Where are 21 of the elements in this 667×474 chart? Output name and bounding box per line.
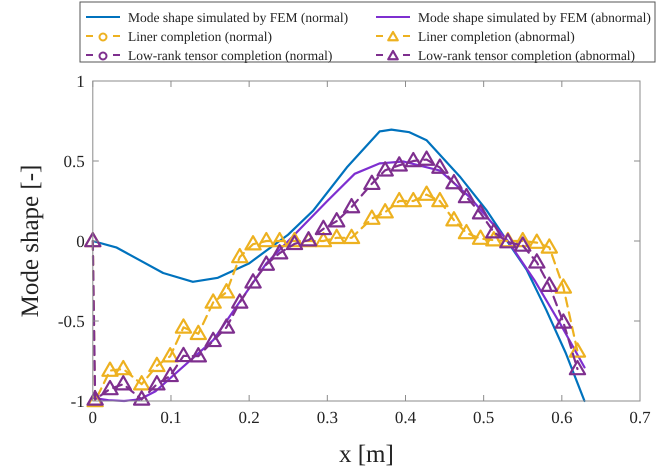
x-tick-label: 0.6 bbox=[551, 408, 572, 427]
x-tick-label: 0.7 bbox=[629, 408, 652, 427]
x-tick-label: 0.5 bbox=[473, 408, 494, 427]
x-axis-title: x [m] bbox=[338, 441, 394, 468]
x-tick-label: 0.1 bbox=[160, 408, 182, 427]
y-tick-label: 0.5 bbox=[64, 152, 85, 171]
x-tick-label: 0.4 bbox=[394, 408, 417, 427]
legend-label: Mode shape simulated by FEM (abnormal) bbox=[418, 10, 651, 25]
y-tick-label: -1 bbox=[70, 392, 85, 411]
y-tick-label: -0.5 bbox=[58, 312, 85, 331]
y-tick-label: 0 bbox=[76, 232, 85, 251]
legend-label: Liner completion (normal) bbox=[128, 29, 272, 44]
y-axis-title: Mode shape [-] bbox=[17, 164, 44, 318]
legend-label: Liner completion (abnormal) bbox=[418, 29, 575, 44]
legend-label: Low-rank tensor completion (abnormal) bbox=[418, 48, 636, 63]
y-tick-label: 1 bbox=[76, 72, 85, 91]
legend-label: Mode shape simulated by FEM (normal) bbox=[128, 10, 348, 25]
x-tick-label: 0.2 bbox=[238, 408, 260, 427]
x-tick-label: 0.3 bbox=[316, 408, 338, 427]
x-tick-label: 0 bbox=[88, 408, 98, 427]
legend-label: Low-rank tensor completion (normal) bbox=[128, 48, 332, 63]
